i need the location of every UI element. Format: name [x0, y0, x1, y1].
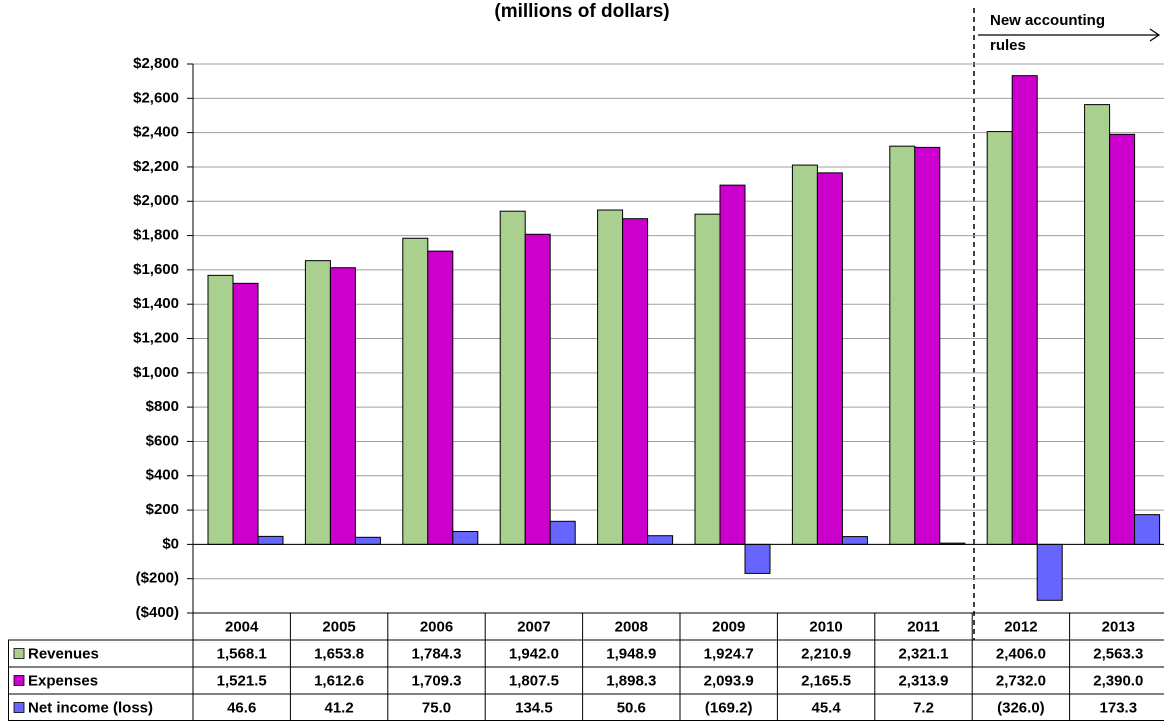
bar: [841, 536, 868, 545]
table-cell: 1,942.0: [509, 645, 559, 662]
table-cell: 75.0: [422, 699, 451, 716]
bar: [1084, 104, 1111, 545]
table-cell: 1,612.6: [314, 672, 364, 689]
table-cell: 2,313.9: [898, 672, 948, 689]
bar: [597, 209, 624, 545]
legend-label: Net income (loss): [28, 699, 153, 716]
legend-swatch: [13, 648, 25, 659]
legend-swatch: [13, 702, 25, 713]
table-cell: 7.2: [913, 699, 934, 716]
table-cell: 1,898.3: [606, 672, 656, 689]
chart-title: (millions of dollars): [494, 1, 669, 22]
bar: [1036, 543, 1063, 601]
y-tick-label: $1,800: [133, 227, 179, 244]
table-cell: 1,807.5: [509, 672, 559, 689]
y-tick-label: ($400): [136, 604, 179, 621]
y-tick-label: $400: [146, 467, 179, 484]
y-tick-label: $2,600: [133, 89, 179, 106]
table-cell: 2,406.0: [996, 645, 1046, 662]
table-cell: 50.6: [617, 699, 646, 716]
bar: [402, 237, 429, 545]
x-tick-label: 2009: [712, 618, 745, 635]
y-tick-label: $2,200: [133, 158, 179, 175]
bar: [694, 213, 721, 545]
legend-swatch: [13, 675, 25, 686]
bar: [549, 520, 576, 545]
bar: [816, 172, 843, 545]
table-cell: 41.2: [324, 699, 353, 716]
y-tick-label: $2,000: [133, 192, 179, 209]
y-tick-label: ($200): [136, 570, 179, 587]
bar: [329, 267, 356, 545]
bar: [354, 536, 381, 545]
table-cell: 1,924.7: [704, 645, 754, 662]
x-tick-label: 2012: [1004, 618, 1037, 635]
table-cell: 2,390.0: [1093, 672, 1143, 689]
bar: [232, 282, 259, 545]
table-cell: 2,093.9: [704, 672, 754, 689]
bar: [986, 131, 1013, 545]
y-tick-label: $600: [146, 432, 179, 449]
x-tick-label: 2004: [225, 618, 259, 635]
arrow-head: [1149, 28, 1161, 42]
legend-label: Revenues: [28, 645, 99, 662]
table-cell: 1,709.3: [411, 672, 461, 689]
table-cell: 1,784.3: [411, 645, 461, 662]
y-tick-label: $1,600: [133, 261, 179, 278]
bar: [914, 146, 941, 545]
table-cell: 1,948.9: [606, 645, 656, 662]
x-tick-label: 2006: [420, 618, 453, 635]
bar: [744, 543, 771, 574]
bar: [304, 260, 331, 545]
bar: [1011, 75, 1038, 545]
bar: [452, 531, 479, 545]
annotation-box: New accounting rules: [990, 12, 1106, 54]
bar: [499, 210, 526, 545]
table-cell: 2,165.5: [801, 672, 851, 689]
bar: [1134, 514, 1161, 545]
x-tick-label: 2010: [809, 618, 842, 635]
x-tick-label: 2007: [517, 618, 550, 635]
bar: [791, 164, 818, 545]
x-tick-label: 2013: [1102, 618, 1135, 635]
y-tick-label: $200: [146, 501, 179, 518]
table-cell: 134.5: [515, 699, 553, 716]
bar: [889, 145, 916, 545]
bar: [207, 274, 234, 545]
table-cell: (326.0): [997, 699, 1045, 716]
table-cell: 1,568.1: [217, 645, 267, 662]
bar: [1109, 133, 1136, 545]
y-tick-label: $1,000: [133, 364, 179, 381]
table-cell: (169.2): [705, 699, 753, 716]
x-tick-label: 2008: [615, 618, 648, 635]
y-tick-label: $2,800: [133, 55, 179, 72]
bar: [622, 218, 649, 545]
x-tick-label: 2005: [322, 618, 355, 635]
y-tick-label: $0: [162, 535, 179, 552]
table-cell: 2,563.3: [1093, 645, 1143, 662]
bar: [427, 250, 454, 545]
legend-label: Expenses: [28, 672, 98, 689]
bar: [647, 535, 674, 545]
bar: [257, 535, 284, 545]
y-tick-label: $1,400: [133, 295, 179, 312]
annotation: New accounting rules: [990, 12, 1106, 54]
table-cell: 2,732.0: [996, 672, 1046, 689]
y-tick-label: $800: [146, 398, 179, 415]
x-tick-label: 2011: [907, 618, 940, 635]
table-cell: 1,653.8: [314, 645, 364, 662]
bar: [719, 184, 746, 545]
table-cell: 45.4: [811, 699, 841, 716]
table-cell: 1,521.5: [217, 672, 267, 689]
bar: [524, 233, 551, 545]
table-cell: 2,210.9: [801, 645, 851, 662]
y-tick-label: $1,200: [133, 329, 179, 346]
table-cell: 46.6: [227, 699, 256, 716]
table-cell: 173.3: [1100, 699, 1138, 716]
y-tick-label: $2,400: [133, 124, 179, 141]
table-cell: 2,321.1: [898, 645, 948, 662]
